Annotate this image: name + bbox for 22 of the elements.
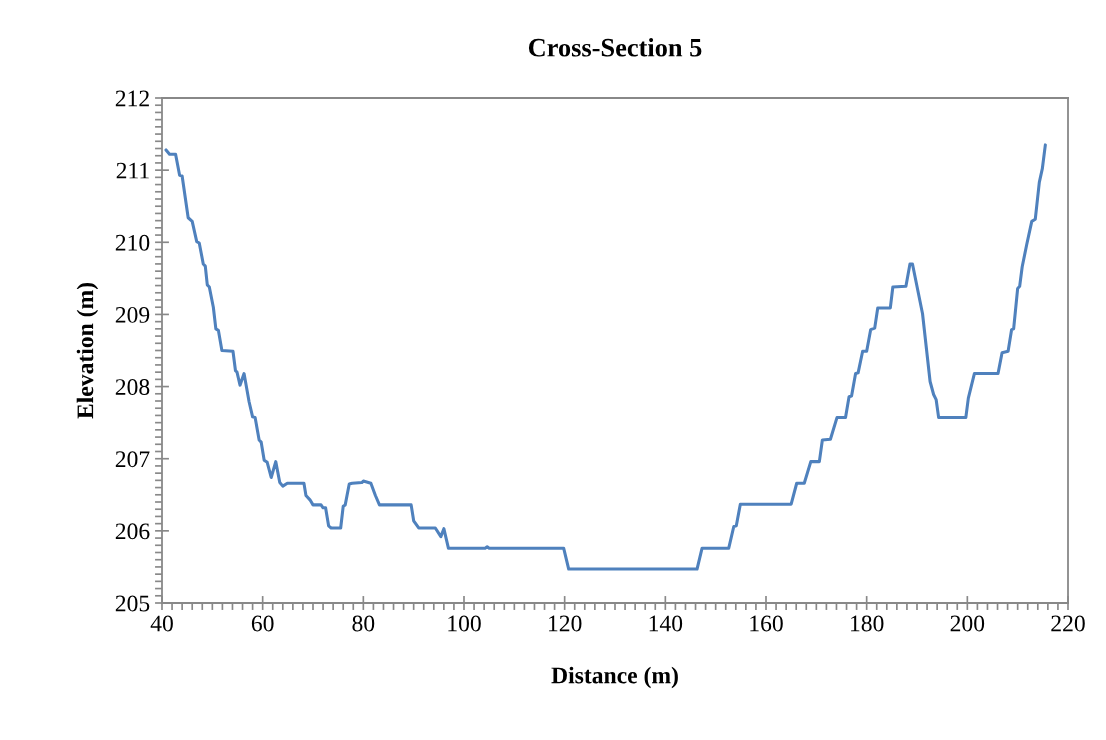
x-tick-label: 140 <box>649 615 683 632</box>
x-tick-label: 200 <box>950 615 985 632</box>
y-tick-label: 205 <box>115 595 150 612</box>
x-tick-label: 60 <box>251 615 274 632</box>
x-tick-label: 180 <box>851 615 884 632</box>
y-tick-label: 209 <box>115 306 150 323</box>
y-tick-label: 207 <box>115 451 150 468</box>
chart-title: Cross-Section 5 <box>528 38 702 57</box>
x-tick-label: 80 <box>352 615 375 632</box>
x-tick-label: 120 <box>549 615 582 632</box>
x-tick-label: 220 <box>1051 615 1085 632</box>
x-tick-label: 40 <box>150 615 173 632</box>
y-axis-title: Elevation (m) <box>76 283 99 419</box>
line-series <box>164 143 1047 571</box>
y-tick-label: 208 <box>115 379 150 395</box>
y-tick-label: 211 <box>116 162 149 179</box>
x-tick-label: 160 <box>750 615 783 632</box>
x-tick-label: 100 <box>448 615 481 632</box>
y-tick-label: 210 <box>115 234 150 251</box>
y-tick-label: 212 <box>115 90 149 107</box>
y-tick-label: 206 <box>115 523 150 540</box>
x-axis-title: Distance (m) <box>551 666 678 689</box>
